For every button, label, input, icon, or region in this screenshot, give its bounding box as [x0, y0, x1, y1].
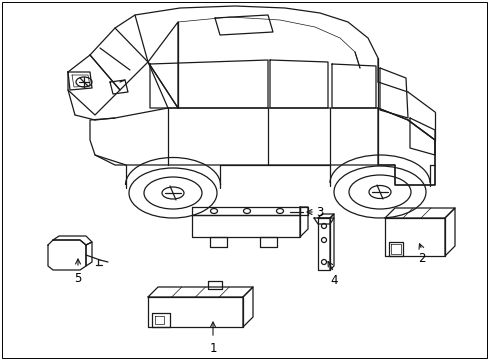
Polygon shape [90, 108, 434, 185]
Text: 4: 4 [329, 274, 337, 287]
Text: 3: 3 [316, 206, 323, 219]
Text: 5: 5 [74, 271, 81, 284]
Text: 1: 1 [209, 342, 216, 355]
Text: 2: 2 [417, 252, 425, 265]
